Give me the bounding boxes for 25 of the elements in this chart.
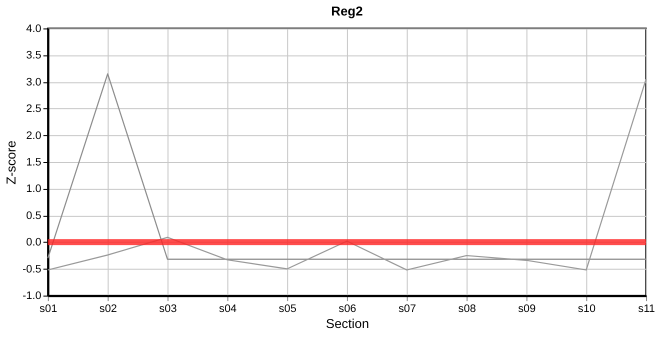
- y-tick-label: 1.5: [26, 156, 42, 169]
- x-tick-label: s01: [40, 303, 58, 316]
- chart-title: Reg2: [331, 3, 363, 18]
- x-tick-label: s02: [99, 303, 118, 316]
- x-tick-label: s05: [278, 303, 296, 316]
- y-tick-label: 0.0: [26, 236, 42, 249]
- x-tick-label: s04: [218, 303, 237, 316]
- x-tick-label: s08: [458, 303, 476, 316]
- y-tick-label: -0.5: [22, 263, 42, 276]
- y-tick-label: 3.0: [26, 76, 42, 88]
- y-tick-label: 3.5: [26, 50, 42, 62]
- x-tick-label: s03: [159, 303, 177, 316]
- y-tick-label: 2.5: [26, 103, 42, 116]
- x-tick-label: s07: [398, 303, 416, 316]
- y-tick-label: 2.0: [26, 130, 42, 142]
- y-tick-label: 4.0: [26, 22, 42, 35]
- x-tick-label: s06: [338, 303, 356, 316]
- x-tick-label: s11: [638, 303, 655, 316]
- x-tick-label: s09: [518, 303, 536, 316]
- y-tick-label: 0.5: [26, 210, 42, 222]
- x-tick-label: s10: [578, 303, 596, 316]
- y-tick-label: -1.0: [22, 290, 42, 302]
- y-axis-title: Z-score: [4, 140, 18, 184]
- y-tick-label: 1.0: [26, 183, 42, 196]
- x-axis-title: Section: [326, 316, 370, 332]
